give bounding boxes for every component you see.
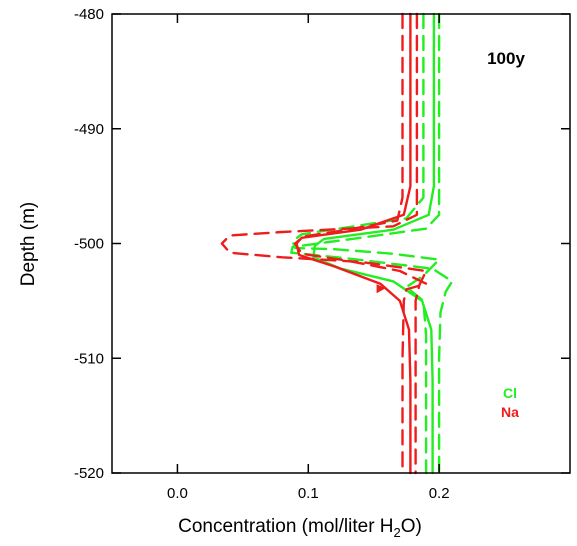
y-tick-label: -500 xyxy=(74,236,104,253)
x-axis-label: Concentration (mol/liter H2O) xyxy=(178,516,422,540)
series-line-cl-solid-0 xyxy=(312,12,436,475)
y-axis-label: Depth (m) xyxy=(18,202,39,286)
time-annotation: 100y xyxy=(487,49,525,68)
y-tick-label: -520 xyxy=(74,465,104,482)
na-arrowhead-mark xyxy=(376,284,386,294)
series-line-cl-dashed-1 xyxy=(290,12,454,475)
series-line-na-dashed-5 xyxy=(294,12,428,475)
x-axis-label-subscript: 2 xyxy=(394,525,401,540)
y-tick-label: -510 xyxy=(74,350,104,367)
series-line-na-solid-3 xyxy=(295,12,412,475)
x-axis-label-main: Concentration (mol/liter H xyxy=(178,516,393,537)
series-layer xyxy=(220,12,454,475)
x-tick-label: 0.1 xyxy=(298,485,319,502)
x-axis-label-tail: O) xyxy=(401,516,422,537)
series-line-na-dashed-4 xyxy=(220,12,428,475)
y-tick-label: -490 xyxy=(74,121,104,138)
tick-layer: -480 -490 -500 -510 -520 0.0 0.1 0.2 xyxy=(74,6,570,502)
x-tick-label: 0.2 xyxy=(429,485,450,502)
legend-label-cl: Cl xyxy=(503,385,517,401)
x-tick-label: 0.0 xyxy=(167,485,188,502)
legend-label-na: Na xyxy=(501,404,519,420)
y-tick-label: -480 xyxy=(74,6,104,23)
